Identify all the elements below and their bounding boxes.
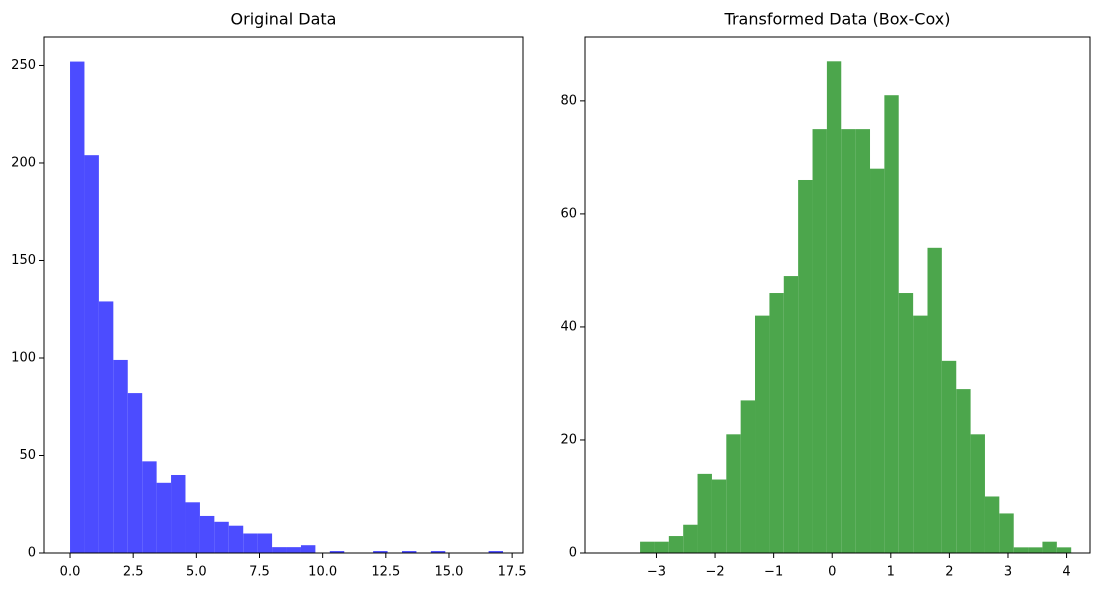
x-tick-label: 17.5 xyxy=(498,565,527,580)
y-tick-label: 20 xyxy=(560,432,577,447)
y-tick-label: 40 xyxy=(560,319,577,334)
bar xyxy=(855,129,871,553)
bar xyxy=(668,536,684,553)
bar xyxy=(755,315,770,553)
bar xyxy=(171,474,186,553)
y-tick-label: 0 xyxy=(28,546,36,561)
y-tick-label: 80 xyxy=(560,93,577,108)
bar xyxy=(70,61,85,553)
chart-title: Original Data xyxy=(231,10,337,29)
bar xyxy=(654,541,669,553)
bar xyxy=(640,541,655,553)
x-tick-label: 2.5 xyxy=(123,565,144,580)
x-tick-label: 15.0 xyxy=(435,565,464,580)
bar xyxy=(142,461,157,553)
bar xyxy=(711,479,727,553)
bar xyxy=(286,547,301,553)
x-tick-label: 7.5 xyxy=(249,565,270,580)
axes-frame xyxy=(584,36,1091,554)
bar xyxy=(870,168,885,553)
x-tick-label: 0.0 xyxy=(60,565,81,580)
y-tick-label: 100 xyxy=(11,350,36,365)
bar xyxy=(812,129,827,553)
bar xyxy=(329,551,345,553)
bar xyxy=(156,482,172,553)
bar xyxy=(373,551,388,553)
bar xyxy=(257,533,273,553)
bar xyxy=(841,129,856,553)
bar xyxy=(970,434,985,553)
bar xyxy=(726,434,741,553)
x-tick-label: −2 xyxy=(705,565,724,580)
bar xyxy=(884,95,899,553)
x-tick-label: 3 xyxy=(1004,565,1012,580)
bar xyxy=(272,547,287,553)
bar xyxy=(927,247,942,553)
bar xyxy=(127,393,143,553)
bar xyxy=(1028,547,1043,553)
x-tick-label: 2 xyxy=(945,565,953,580)
x-tick-label: −3 xyxy=(647,565,666,580)
bar xyxy=(683,524,698,553)
chart-title: Transformed Data (Box-Cox) xyxy=(724,10,951,29)
bar xyxy=(401,551,417,553)
y-tick-label: 0 xyxy=(569,546,577,561)
bar xyxy=(941,360,957,553)
bar xyxy=(228,525,244,553)
bar xyxy=(999,513,1014,553)
bar xyxy=(740,400,756,553)
bar xyxy=(913,315,928,553)
y-tick-label: 150 xyxy=(11,253,36,268)
x-tick-label: −1 xyxy=(764,565,783,580)
axes-frame xyxy=(43,36,524,554)
bar xyxy=(783,276,799,553)
bar xyxy=(697,473,712,553)
x-tick-label: 1 xyxy=(887,565,895,580)
y-tick-label: 200 xyxy=(11,155,36,170)
bar xyxy=(113,359,128,553)
bar xyxy=(984,496,1000,553)
y-tick-label: 250 xyxy=(11,58,36,73)
x-tick-label: 10.0 xyxy=(308,565,337,580)
bar xyxy=(214,521,229,553)
bar xyxy=(430,551,446,553)
x-tick-label: 0 xyxy=(828,565,836,580)
bar xyxy=(898,293,914,553)
bar xyxy=(300,545,316,553)
bar xyxy=(243,533,258,553)
bar xyxy=(185,502,200,553)
x-tick-label: 4 xyxy=(1062,565,1070,580)
bar xyxy=(199,515,215,553)
bar xyxy=(1056,547,1072,553)
y-tick-label: 50 xyxy=(19,448,36,463)
bar xyxy=(769,293,784,553)
bar xyxy=(1013,547,1029,553)
x-tick-label: 5.0 xyxy=(186,565,207,580)
bar xyxy=(1042,541,1057,553)
bar xyxy=(84,155,99,553)
bar xyxy=(488,551,504,553)
bar xyxy=(826,61,842,553)
y-tick-label: 60 xyxy=(560,206,577,221)
bar xyxy=(798,179,813,553)
bar xyxy=(98,301,114,553)
x-tick-label: 12.5 xyxy=(371,565,400,580)
bar xyxy=(956,389,971,553)
